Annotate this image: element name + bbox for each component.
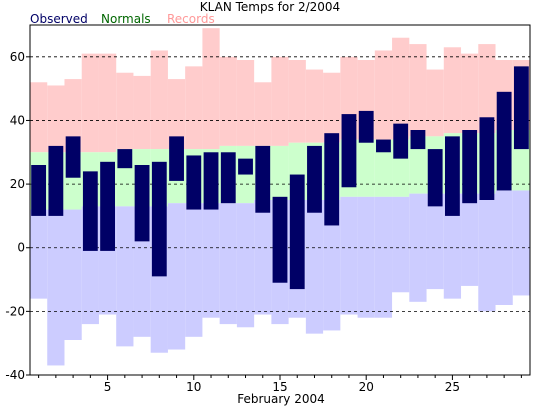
record-high-band-1 xyxy=(30,82,48,153)
record-high-band-8 xyxy=(150,50,168,150)
record-high-band-7 xyxy=(133,75,151,150)
record-low-band-12 xyxy=(219,203,237,325)
record-high-band-12 xyxy=(219,56,237,146)
record-low-band-2 xyxy=(47,209,65,366)
record-high-band-25 xyxy=(443,47,462,134)
record-low-band-10 xyxy=(185,203,203,337)
observed-bar-20 xyxy=(358,110,374,143)
record-low-band-17 xyxy=(305,200,324,334)
record-low-band-26 xyxy=(461,193,479,286)
record-low-band-18 xyxy=(323,200,341,331)
observed-bar-25 xyxy=(445,136,460,216)
observed-bar-15 xyxy=(272,196,288,283)
y-tick-label: -40 xyxy=(5,368,25,382)
normal-band-20 xyxy=(357,139,375,197)
observed-bars xyxy=(31,66,529,290)
record-low-band-23 xyxy=(409,193,427,302)
chart-title: KLAN Temps for 2/2004 xyxy=(200,0,340,14)
axes: -40 -20 0 20 40 60 5 10 15 20 25 xyxy=(5,24,531,394)
observed-bar-12 xyxy=(220,152,236,204)
record-high-band-17 xyxy=(305,69,324,143)
record-low-band-1 xyxy=(30,209,48,299)
record-high-band-16 xyxy=(288,60,306,143)
record-high-band-5 xyxy=(98,53,117,153)
observed-bar-10 xyxy=(186,155,202,210)
observed-bar-14 xyxy=(255,145,271,213)
record-high-band-26 xyxy=(461,53,479,134)
record-high-band-14 xyxy=(254,82,272,146)
legend-observed: Observed xyxy=(30,12,88,26)
record-high-band-15 xyxy=(271,56,289,146)
observed-bar-1 xyxy=(31,165,47,216)
record-low-band-19 xyxy=(340,196,358,315)
observed-bar-5 xyxy=(100,161,115,251)
record-high-band-27 xyxy=(478,44,496,134)
observed-bar-26 xyxy=(462,130,478,204)
x-tick-label: 10 xyxy=(186,380,201,394)
record-high-band-24 xyxy=(426,69,444,137)
record-low-band-9 xyxy=(167,203,186,350)
x-tick-label: 5 xyxy=(104,380,112,394)
observed-bar-4 xyxy=(82,171,98,251)
observed-bar-16 xyxy=(289,174,305,290)
record-low-band-20 xyxy=(357,196,375,318)
x-tick-label: 15 xyxy=(272,380,287,394)
observed-bar-27 xyxy=(479,117,495,200)
record-high-band-18 xyxy=(323,72,341,143)
normal-band-15 xyxy=(271,145,289,200)
record-high-band-23 xyxy=(409,44,427,137)
observed-bar-8 xyxy=(151,161,167,277)
record-high-band-6 xyxy=(116,72,134,150)
record-low-band-27 xyxy=(478,193,496,312)
observed-bar-21 xyxy=(376,139,391,153)
x-tick-label: 25 xyxy=(445,380,460,394)
observed-bar-2 xyxy=(48,145,64,216)
record-high-band-13 xyxy=(236,60,255,146)
record-low-band-25 xyxy=(443,193,462,299)
observed-bar-28 xyxy=(496,91,512,191)
observed-bar-24 xyxy=(427,149,443,207)
observed-bar-29 xyxy=(513,66,529,150)
record-high-band-4 xyxy=(81,53,99,153)
record-low-band-13 xyxy=(236,203,255,328)
observed-bar-22 xyxy=(393,123,409,159)
record-high-band-10 xyxy=(185,66,203,150)
record-low-band-21 xyxy=(374,196,393,318)
y-tick-label: -20 xyxy=(5,304,25,318)
record-low-band-11 xyxy=(202,203,220,318)
legend-normals: Normals xyxy=(101,12,151,26)
record-high-band-21 xyxy=(374,50,393,140)
observed-bar-6 xyxy=(117,149,133,169)
normal-band-21 xyxy=(374,139,393,197)
record-low-band-24 xyxy=(426,193,444,290)
record-high-band-22 xyxy=(392,37,410,140)
record-low-band-29 xyxy=(512,190,530,296)
legend-records: Records xyxy=(167,12,215,26)
record-low-band-14 xyxy=(254,200,272,315)
record-high-band-9 xyxy=(167,79,186,150)
record-high-band-2 xyxy=(47,85,65,153)
normal-band-23 xyxy=(409,136,427,194)
record-high-band-3 xyxy=(64,79,82,153)
record-high-band-11 xyxy=(202,28,220,150)
observed-bar-11 xyxy=(203,152,219,210)
x-axis-label: February 2004 xyxy=(237,392,325,406)
observed-bar-3 xyxy=(65,136,81,178)
y-tick-label: 20 xyxy=(10,177,25,191)
observed-bar-18 xyxy=(324,133,340,226)
y-tick-label: 0 xyxy=(17,241,25,255)
y-tick-label: 60 xyxy=(10,50,25,64)
observed-bar-13 xyxy=(238,158,253,175)
record-low-band-22 xyxy=(392,196,410,293)
y-tick-label: 40 xyxy=(10,113,25,127)
x-tick-label: 20 xyxy=(359,380,374,394)
observed-bar-23 xyxy=(410,130,426,150)
record-low-band-3 xyxy=(64,209,82,340)
observed-bar-19 xyxy=(341,114,357,188)
record-low-band-6 xyxy=(116,206,134,347)
observed-bar-7 xyxy=(134,165,150,242)
observed-bar-9 xyxy=(169,136,184,181)
observed-bar-17 xyxy=(307,145,322,213)
